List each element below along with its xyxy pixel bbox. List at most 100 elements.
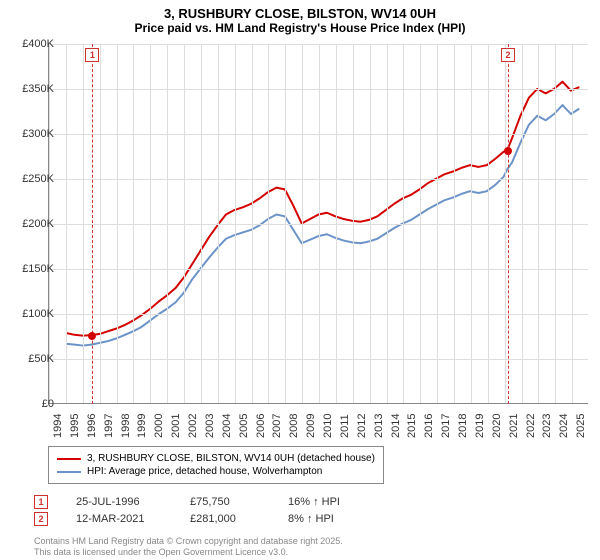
footer-line2: This data is licensed under the Open Gov… [34, 547, 343, 558]
x-tick-label: 2025 [575, 414, 587, 438]
x-tick-label: 2017 [440, 414, 452, 438]
y-tick-label: £350K [22, 83, 54, 95]
y-tick-label: £250K [22, 173, 54, 185]
marker-box: 1 [85, 48, 99, 62]
legend-swatch [57, 471, 81, 473]
gridline-v [167, 44, 168, 403]
y-tick-label: £100K [22, 308, 54, 320]
sale-row: 2 12-MAR-2021 £281,000 8% ↑ HPI [34, 512, 368, 526]
x-tick-label: 2007 [271, 414, 283, 438]
legend: 3, RUSHBURY CLOSE, BILSTON, WV14 0UH (de… [48, 446, 384, 484]
sale-price: £75,750 [190, 496, 260, 508]
x-tick-label: 2015 [406, 414, 418, 438]
gridline-v [235, 44, 236, 403]
gridline-v [201, 44, 202, 403]
gridline-v [572, 44, 573, 403]
sale-date: 12-MAR-2021 [76, 513, 162, 525]
gridline-v [471, 44, 472, 403]
sale-pct: 16% ↑ HPI [288, 496, 368, 508]
gridline-v [488, 44, 489, 403]
chart-title: 3, RUSHBURY CLOSE, BILSTON, WV14 0UH Pri… [0, 0, 600, 39]
gridline-v [454, 44, 455, 403]
x-tick-label: 2013 [373, 414, 385, 438]
legend-item: HPI: Average price, detached house, Wolv… [57, 466, 375, 477]
x-tick-label: 2018 [457, 414, 469, 438]
marker-line [92, 44, 93, 404]
y-tick-label: £300K [22, 128, 54, 140]
x-tick-label: 2016 [423, 414, 435, 438]
y-tick-label: £150K [22, 263, 54, 275]
x-tick-label: 2010 [322, 414, 334, 438]
y-tick-label: £50K [28, 353, 54, 365]
gridline-v [285, 44, 286, 403]
title-line1: 3, RUSHBURY CLOSE, BILSTON, WV14 0UH [0, 6, 600, 21]
gridline-v [218, 44, 219, 403]
footer: Contains HM Land Registry data © Crown c… [34, 536, 343, 558]
sale-pct: 8% ↑ HPI [288, 513, 368, 525]
x-tick-label: 2014 [390, 414, 402, 438]
marker-box: 2 [501, 48, 515, 62]
x-tick-label: 2024 [558, 414, 570, 438]
sale-row: 1 25-JUL-1996 £75,750 16% ↑ HPI [34, 495, 368, 509]
x-tick-label: 2009 [305, 414, 317, 438]
x-tick-label: 2005 [238, 414, 250, 438]
x-tick-label: 1996 [86, 414, 98, 438]
gridline-v [302, 44, 303, 403]
gridline-v [403, 44, 404, 403]
gridline-v [252, 44, 253, 403]
gridline-v [555, 44, 556, 403]
chart-container: 3, RUSHBURY CLOSE, BILSTON, WV14 0UH Pri… [0, 0, 600, 560]
x-tick-label: 2003 [204, 414, 216, 438]
series-line [66, 82, 579, 336]
footer-line1: Contains HM Land Registry data © Crown c… [34, 536, 343, 547]
x-tick-label: 1994 [52, 414, 64, 438]
gridline-v [66, 44, 67, 403]
x-tick-label: 1999 [136, 414, 148, 438]
gridline-v [336, 44, 337, 403]
gridline-v [100, 44, 101, 403]
gridline-v [353, 44, 354, 403]
x-tick-label: 2019 [474, 414, 486, 438]
gridline-v [387, 44, 388, 403]
marker-dot [88, 332, 96, 340]
x-tick-label: 2022 [525, 414, 537, 438]
gridline-v [420, 44, 421, 403]
x-tick-label: 1997 [103, 414, 115, 438]
gridline-v [184, 44, 185, 403]
x-tick-label: 2004 [221, 414, 233, 438]
sale-date: 25-JUL-1996 [76, 496, 162, 508]
marker-dot [504, 147, 512, 155]
x-tick-label: 2020 [491, 414, 503, 438]
gridline-v [150, 44, 151, 403]
gridline-v [522, 44, 523, 403]
x-tick-label: 2011 [339, 414, 351, 438]
x-tick-label: 2008 [288, 414, 300, 438]
gridline-v [268, 44, 269, 403]
gridline-v [117, 44, 118, 403]
x-tick-label: 2002 [187, 414, 199, 438]
y-tick-label: £400K [22, 38, 54, 50]
title-line2: Price paid vs. HM Land Registry's House … [0, 21, 600, 35]
gridline-v [437, 44, 438, 403]
legend-swatch [57, 458, 81, 460]
gridline-v [133, 44, 134, 403]
y-tick-label: £200K [22, 218, 54, 230]
legend-item: 3, RUSHBURY CLOSE, BILSTON, WV14 0UH (de… [57, 453, 375, 464]
sale-marker-box: 2 [34, 512, 48, 526]
x-tick-label: 2000 [153, 414, 165, 438]
gridline-v [370, 44, 371, 403]
gridline-v [83, 44, 84, 403]
x-tick-label: 1998 [120, 414, 132, 438]
series-line [66, 105, 579, 346]
x-tick-label: 2001 [170, 414, 182, 438]
x-tick-label: 2021 [508, 414, 520, 438]
sale-price: £281,000 [190, 513, 260, 525]
sale-marker-box: 1 [34, 495, 48, 509]
x-tick-label: 2006 [255, 414, 267, 438]
gridline-v [538, 44, 539, 403]
x-tick-label: 1995 [69, 414, 81, 438]
legend-label: 3, RUSHBURY CLOSE, BILSTON, WV14 0UH (de… [87, 453, 375, 464]
plot-area: 12 [48, 44, 588, 404]
gridline-v [319, 44, 320, 403]
legend-label: HPI: Average price, detached house, Wolv… [87, 466, 322, 477]
